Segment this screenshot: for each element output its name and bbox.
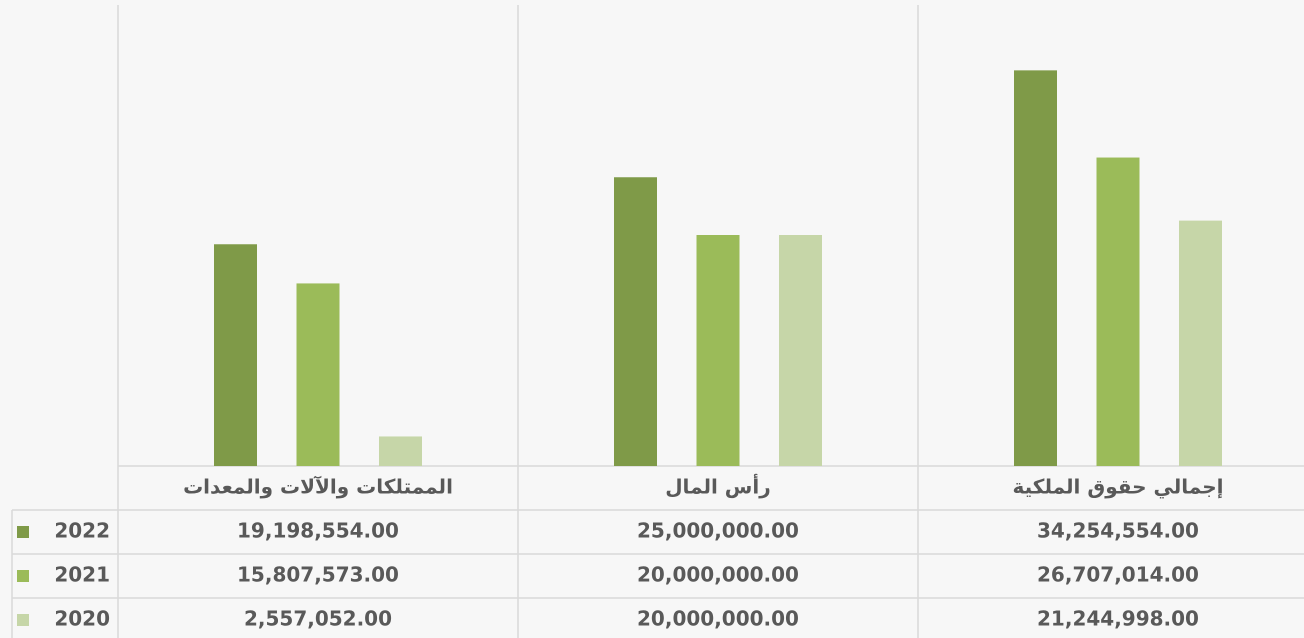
bar <box>779 235 822 466</box>
legend-key <box>17 526 29 538</box>
bar <box>696 235 740 466</box>
legend-label: 2021 <box>54 563 110 587</box>
bar <box>379 436 422 466</box>
legend-label: 2022 <box>54 519 110 543</box>
value-label: 34,254,554.00 <box>1037 519 1199 543</box>
bar <box>214 244 257 466</box>
legend-key <box>17 570 29 582</box>
bar <box>296 283 340 466</box>
bar <box>614 177 657 466</box>
value-label: 20,000,000.00 <box>637 607 799 631</box>
value-label: 19,198,554.00 <box>237 519 399 543</box>
value-label: 25,000,000.00 <box>637 519 799 543</box>
value-label: 15,807,573.00 <box>237 563 399 587</box>
value-label: 20,000,000.00 <box>637 563 799 587</box>
value-label: 26,707,014.00 <box>1037 563 1199 587</box>
category-label: رأس المال <box>665 473 771 499</box>
category-label: الممتلكات والآلات والمعدات <box>183 475 453 499</box>
category-label: إجمالي حقوق الملكية <box>1013 475 1224 500</box>
legend-label: 2020 <box>54 607 110 631</box>
legend-key <box>17 614 29 626</box>
bar <box>1179 220 1222 466</box>
bar <box>1096 157 1140 466</box>
bar <box>1014 70 1057 467</box>
value-label: 2,557,052.00 <box>244 607 392 631</box>
value-label: 21,244,998.00 <box>1037 607 1199 631</box>
